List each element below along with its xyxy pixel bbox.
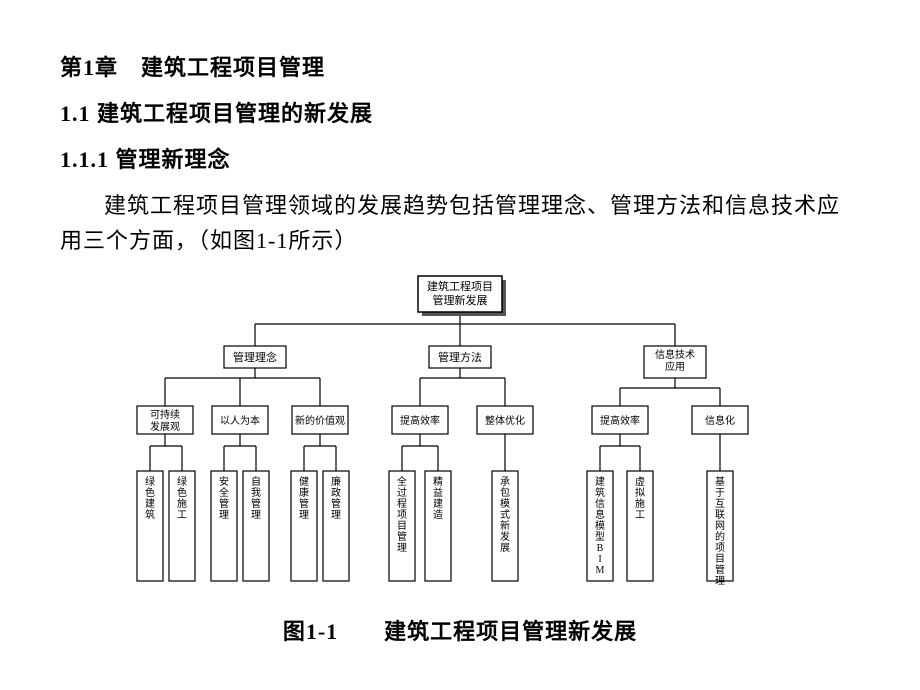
section-title: 1.1 建筑工程项目管理的新发展 [60, 96, 860, 128]
subsection-title: 1.1.1 管理新理念 [60, 142, 860, 174]
svg-text:新: 新 [500, 519, 510, 532]
svg-text:理: 理 [397, 542, 407, 554]
svg-text:全: 全 [397, 475, 407, 488]
svg-text:政: 政 [331, 486, 341, 499]
svg-text:提高效率: 提高效率 [400, 414, 440, 427]
svg-text:包: 包 [500, 486, 510, 499]
svg-text:造: 造 [433, 508, 443, 521]
svg-text:管理理念: 管理理念 [233, 350, 277, 364]
svg-text:模: 模 [595, 520, 605, 532]
svg-text:基: 基 [715, 475, 725, 488]
svg-text:工: 工 [635, 510, 645, 521]
svg-text:B: B [597, 543, 604, 554]
svg-text:建: 建 [145, 497, 155, 510]
svg-text:互: 互 [715, 498, 725, 510]
svg-text:提高效率: 提高效率 [600, 414, 640, 427]
svg-text:的: 的 [715, 530, 725, 543]
svg-text:工: 工 [177, 510, 187, 521]
svg-text:施: 施 [635, 497, 645, 510]
svg-text:可持续: 可持续 [150, 408, 180, 421]
svg-text:目: 目 [715, 554, 725, 565]
svg-text:于: 于 [715, 488, 725, 499]
svg-text:理: 理 [331, 509, 341, 521]
svg-text:建筑工程项目: 建筑工程项目 [427, 279, 493, 293]
svg-text:施: 施 [177, 497, 187, 510]
svg-text:廉: 廉 [331, 475, 341, 488]
svg-text:项: 项 [715, 542, 725, 554]
svg-text:以人为本: 以人为本 [220, 414, 260, 427]
svg-text:发展观: 发展观 [150, 420, 180, 433]
figure-caption: 图1-1 建筑工程项目管理新发展 [60, 614, 860, 646]
svg-text:管: 管 [299, 497, 309, 510]
svg-text:I: I [598, 554, 601, 565]
svg-text:信息化: 信息化 [705, 414, 735, 427]
svg-text:拟: 拟 [635, 486, 645, 499]
svg-text:管: 管 [397, 530, 407, 543]
svg-text:程: 程 [397, 498, 407, 510]
svg-text:筑: 筑 [595, 486, 605, 499]
svg-text:虚: 虚 [635, 476, 645, 488]
svg-text:我: 我 [251, 487, 261, 499]
svg-text:新的价值观: 新的价值观 [295, 414, 345, 427]
svg-text:承: 承 [500, 476, 510, 488]
svg-text:自: 自 [251, 475, 261, 488]
svg-text:信息技术: 信息技术 [655, 348, 695, 361]
svg-text:式: 式 [500, 508, 510, 521]
svg-text:联: 联 [715, 509, 725, 521]
svg-text:安: 安 [219, 475, 229, 488]
svg-text:色: 色 [177, 486, 187, 499]
svg-text:模: 模 [500, 498, 510, 510]
svg-text:康: 康 [299, 486, 309, 499]
svg-text:型: 型 [595, 530, 605, 543]
svg-text:过: 过 [397, 486, 407, 499]
svg-text:管理新发展: 管理新发展 [433, 293, 488, 307]
svg-text:发: 发 [500, 530, 510, 543]
svg-text:目: 目 [397, 521, 407, 532]
svg-text:信: 信 [595, 498, 605, 510]
svg-text:管: 管 [251, 497, 261, 510]
svg-text:色: 色 [145, 486, 155, 499]
svg-text:管: 管 [219, 497, 229, 510]
svg-text:M: M [596, 565, 605, 576]
org-tree-diagram: 建筑工程项目管理新发展管理理念管理方法信息技术应用可持续发展观以人为本新的价值观… [110, 266, 810, 606]
svg-text:理: 理 [219, 509, 229, 521]
svg-text:管: 管 [331, 497, 341, 510]
svg-text:展: 展 [500, 542, 510, 554]
chapter-title: 第1章 建筑工程项目管理 [60, 50, 860, 82]
svg-text:整体优化: 整体优化 [485, 414, 525, 427]
svg-text:全: 全 [219, 486, 229, 499]
svg-text:建: 建 [433, 497, 443, 510]
svg-text:建: 建 [595, 475, 605, 488]
svg-text:精: 精 [433, 475, 443, 488]
svg-text:项: 项 [397, 509, 407, 521]
svg-text:绿: 绿 [145, 475, 155, 488]
svg-text:管: 管 [715, 563, 725, 576]
body-paragraph: 建筑工程项目管理领域的发展趋势包括管理理念、管理方法和信息技术应用三个方面，（如… [60, 188, 860, 258]
svg-text:网: 网 [715, 520, 725, 532]
svg-text:健: 健 [299, 476, 309, 488]
svg-text:应用: 应用 [665, 360, 685, 373]
svg-text:筑: 筑 [145, 508, 155, 521]
svg-text:管理方法: 管理方法 [438, 350, 482, 364]
svg-text:理: 理 [299, 509, 309, 521]
svg-text:息: 息 [595, 508, 605, 521]
svg-text:理: 理 [251, 509, 261, 521]
svg-text:理: 理 [715, 575, 725, 587]
svg-text:益: 益 [433, 486, 443, 499]
svg-text:绿: 绿 [177, 475, 187, 488]
